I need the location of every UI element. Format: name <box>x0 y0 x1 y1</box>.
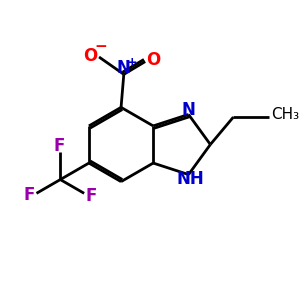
Text: CH₃: CH₃ <box>271 107 299 122</box>
Text: O: O <box>83 46 97 64</box>
Text: −: − <box>94 39 107 54</box>
Text: NH: NH <box>176 170 204 188</box>
Text: N: N <box>182 100 196 118</box>
Text: N: N <box>117 59 131 77</box>
Text: O: O <box>146 51 161 69</box>
Text: F: F <box>23 186 34 204</box>
Text: +: + <box>126 56 137 69</box>
Text: F: F <box>54 137 65 155</box>
Text: F: F <box>85 187 97 205</box>
